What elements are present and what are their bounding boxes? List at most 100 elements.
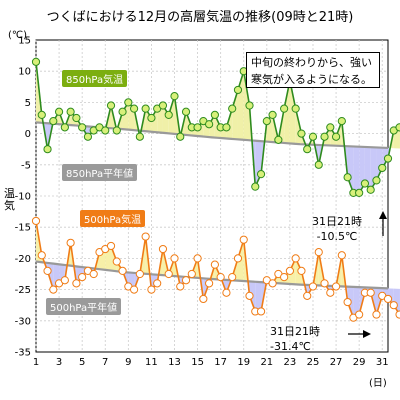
data-point bbox=[360, 179, 370, 188]
data-point bbox=[222, 123, 231, 132]
data-point bbox=[239, 235, 248, 244]
below-normal-fill bbox=[353, 146, 360, 193]
x-tick-label: 3 bbox=[56, 357, 62, 368]
y-axis-title: 温気 bbox=[4, 187, 15, 212]
data-point bbox=[262, 117, 271, 126]
data-point bbox=[378, 163, 387, 173]
data-point bbox=[181, 107, 191, 116]
above-normal-fill bbox=[226, 108, 233, 139]
data-point bbox=[158, 244, 168, 254]
y-tick-label: 5 bbox=[25, 98, 31, 109]
data-point bbox=[297, 129, 306, 138]
data-point bbox=[43, 145, 52, 154]
data-point bbox=[331, 282, 341, 291]
legend-500hpa: 500hPa気温 bbox=[80, 210, 146, 227]
data-point bbox=[66, 107, 75, 116]
data-point bbox=[366, 288, 375, 297]
data-point bbox=[210, 110, 219, 119]
data-point bbox=[389, 301, 398, 310]
x-tick-label: 15 bbox=[191, 357, 204, 368]
data-point bbox=[355, 188, 364, 197]
data-point bbox=[170, 92, 179, 101]
data-point bbox=[395, 310, 400, 319]
x-tick-label: 5 bbox=[79, 357, 85, 368]
data-point bbox=[158, 101, 168, 110]
data-point bbox=[297, 266, 306, 275]
data-point bbox=[141, 104, 150, 113]
data-point bbox=[37, 251, 46, 260]
y-tick-label: -25 bbox=[15, 285, 31, 296]
y-tick-label: -30 bbox=[15, 316, 31, 327]
data-point bbox=[49, 285, 58, 294]
data-point bbox=[285, 266, 295, 275]
data-point bbox=[106, 241, 116, 251]
data-point bbox=[245, 291, 254, 300]
data-point bbox=[383, 154, 393, 163]
data-point bbox=[72, 113, 81, 123]
data-point bbox=[37, 110, 46, 119]
annotation-arrows bbox=[348, 211, 387, 338]
annotation-500-value: -31.4℃ bbox=[270, 340, 311, 353]
annotation-line-1: 中旬の終わりから、強い bbox=[251, 56, 372, 69]
data-point bbox=[54, 107, 64, 116]
data-point bbox=[112, 126, 121, 135]
data-point bbox=[141, 232, 150, 241]
x-unit-label: (日) bbox=[369, 378, 387, 389]
data-point bbox=[228, 104, 237, 113]
data-point bbox=[372, 176, 381, 185]
below-normal-fill bbox=[353, 286, 360, 318]
data-point bbox=[326, 123, 335, 132]
data-point bbox=[147, 285, 156, 294]
below-normal-fill bbox=[364, 146, 371, 190]
x-tick-label: 11 bbox=[145, 357, 158, 368]
data-point bbox=[205, 279, 214, 288]
x-tick-label: 31 bbox=[376, 357, 389, 368]
data-point bbox=[49, 117, 58, 126]
data-point bbox=[326, 288, 335, 297]
y-tick-label: 10 bbox=[18, 67, 31, 78]
data-point bbox=[251, 182, 260, 191]
data-point bbox=[228, 273, 237, 282]
data-point bbox=[164, 110, 173, 119]
data-point bbox=[210, 260, 219, 269]
x-tick-label: 19 bbox=[237, 357, 250, 368]
data-point bbox=[383, 294, 393, 304]
data-point bbox=[245, 101, 254, 110]
data-point bbox=[291, 104, 300, 113]
data-point bbox=[280, 273, 289, 282]
arrow-500-head bbox=[363, 330, 371, 338]
data-point bbox=[395, 123, 400, 132]
data-point bbox=[337, 251, 346, 260]
data-point bbox=[320, 132, 329, 141]
data-point bbox=[320, 279, 329, 288]
data-point bbox=[112, 257, 121, 266]
data-point bbox=[274, 135, 283, 144]
annotation-box: 中旬の終わりから、強い 寒気が入るようになる。 bbox=[246, 52, 380, 88]
y-tick-label: -10 bbox=[15, 192, 31, 203]
data-point bbox=[355, 310, 364, 319]
y-unit-label: (℃) bbox=[8, 30, 28, 41]
annotation-850-time: 31日21時 bbox=[312, 215, 362, 228]
data-point bbox=[193, 123, 202, 132]
data-point bbox=[308, 132, 318, 141]
below-normal-fill bbox=[255, 281, 262, 312]
data-point bbox=[118, 266, 127, 275]
grid bbox=[35, 39, 389, 353]
data-point bbox=[366, 185, 375, 194]
data-point bbox=[66, 238, 75, 247]
data-point bbox=[31, 216, 41, 226]
below-normal-fill bbox=[376, 147, 383, 181]
above-normal-fill bbox=[122, 102, 129, 130]
above-normal-fill bbox=[162, 105, 169, 134]
data-point bbox=[78, 123, 87, 132]
data-point bbox=[372, 310, 381, 319]
x-tick-label: 17 bbox=[214, 357, 227, 368]
x-tick-label: 21 bbox=[260, 357, 273, 368]
y-tick-label: 15 bbox=[18, 36, 31, 47]
data-point bbox=[43, 266, 52, 275]
legend-850hpa: 850hPa気温 bbox=[62, 70, 128, 87]
data-point bbox=[331, 132, 341, 141]
data-point bbox=[181, 276, 191, 285]
data-point bbox=[303, 291, 312, 300]
data-point bbox=[60, 276, 69, 285]
